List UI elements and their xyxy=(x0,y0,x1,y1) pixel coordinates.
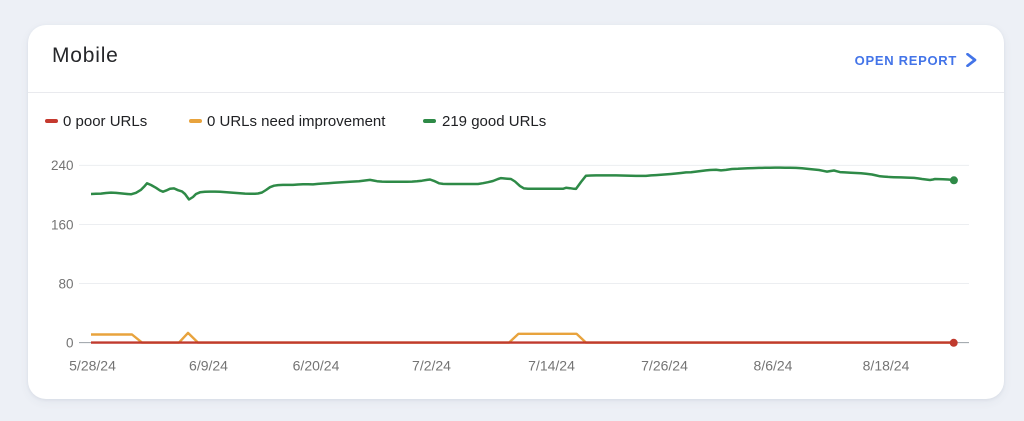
svg-text:80: 80 xyxy=(58,276,73,291)
svg-text:7/14/24: 7/14/24 xyxy=(528,357,575,373)
svg-text:7/2/24: 7/2/24 xyxy=(412,357,451,373)
svg-text:160: 160 xyxy=(51,217,74,232)
svg-text:240: 240 xyxy=(51,158,74,173)
svg-text:0: 0 xyxy=(66,335,74,350)
svg-text:6/9/24: 6/9/24 xyxy=(189,357,228,373)
svg-text:8/18/24: 8/18/24 xyxy=(863,357,910,373)
svg-text:7/26/24: 7/26/24 xyxy=(641,357,688,373)
svg-text:5/28/24: 5/28/24 xyxy=(69,357,116,373)
svg-text:8/6/24: 8/6/24 xyxy=(754,357,793,373)
svg-text:6/20/24: 6/20/24 xyxy=(293,357,340,373)
